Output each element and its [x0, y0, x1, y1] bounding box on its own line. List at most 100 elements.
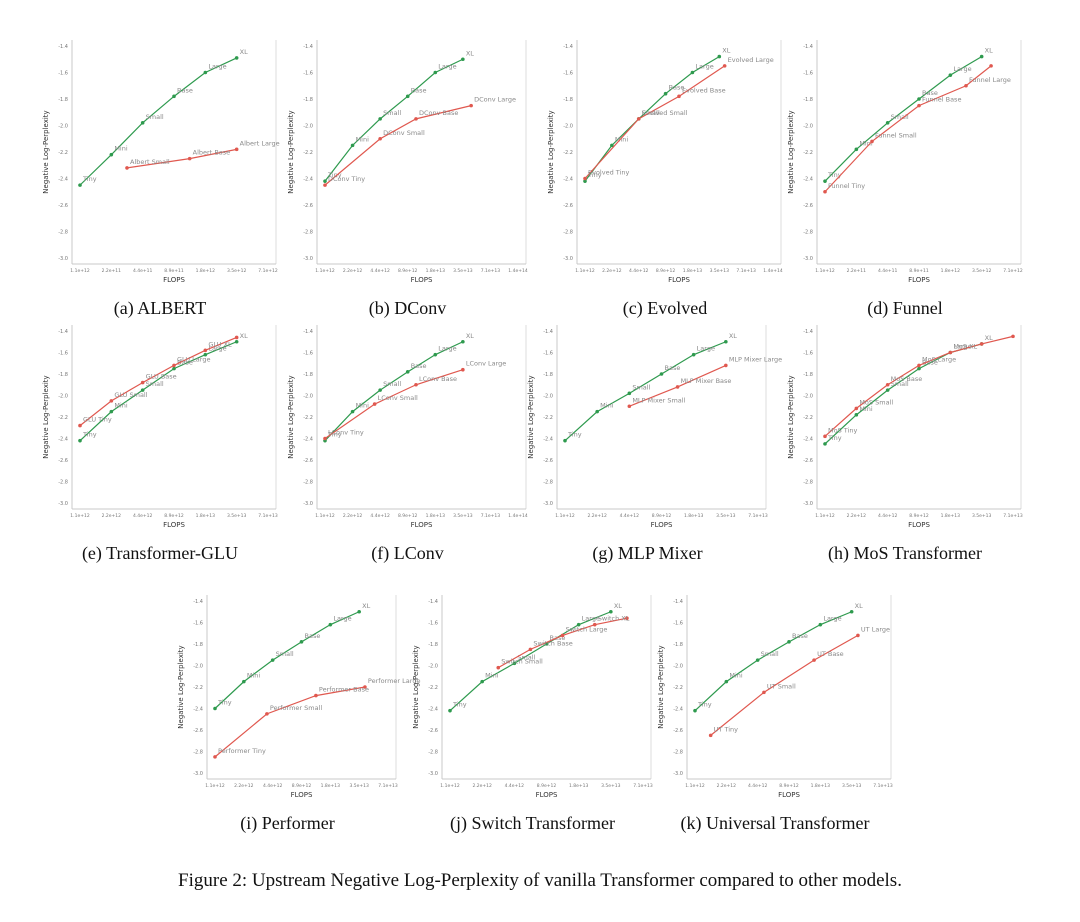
x-tick-label: 1.1e+12	[205, 783, 225, 789]
point-label: Mini	[247, 672, 261, 680]
subfigure-caption: (j) Switch Transformer	[450, 813, 615, 833]
y-tick-label: -1.8	[803, 97, 813, 103]
x-tick-label: 1.8e+13	[811, 783, 831, 789]
subfigure-caption: (i) Performer	[240, 813, 335, 833]
y-tick-label: -2.0	[303, 124, 313, 130]
y-tick-label: -2.8	[193, 750, 203, 756]
data-point-baseline	[405, 94, 410, 99]
point-label: Base	[792, 632, 808, 640]
data-point-baseline	[328, 622, 333, 627]
y-tick-label: -1.6	[543, 351, 553, 357]
point-label: Small	[517, 653, 535, 661]
y-tick-label: -2.8	[803, 230, 813, 236]
data-point-other	[213, 755, 217, 759]
chart-panel-lconv: -1.4 -1.6 -1.8 -2.0 -2.2 -2.4 -2.6 -2.8 -3.0 1.1e…	[275, 315, 540, 575]
data-point-other	[989, 64, 993, 68]
data-point-other	[627, 404, 632, 409]
y-tick-label: -2.0	[428, 664, 438, 670]
point-label: DConv Tiny	[328, 175, 365, 183]
point-label: XL	[240, 48, 248, 56]
series-line-other	[584, 65, 725, 179]
y-tick-label: -3.0	[193, 771, 203, 777]
data-point-baseline	[461, 57, 465, 62]
point-label: UT Large	[861, 625, 890, 633]
series-line-baseline	[449, 611, 612, 712]
x-tick-label: 2.2e+12	[343, 513, 363, 519]
chart-svg: -1.4 -1.6 -1.8 -2.0 -2.2 -2.4 -2.6 -2.8 -3.01.1e…	[547, 40, 783, 284]
point-label: Switch Large	[566, 625, 608, 633]
y-tick-label: -1.4	[543, 329, 553, 335]
point-label: MLP Mixer Large	[729, 355, 782, 363]
point-label: GLU Base	[146, 373, 177, 381]
data-point-other	[675, 385, 680, 389]
point-label: DConv Small	[383, 129, 425, 137]
point-label: Large	[823, 615, 841, 623]
data-point-other	[461, 367, 465, 372]
y-tick-label: -1.6	[803, 71, 813, 77]
series-line-other	[824, 335, 1014, 437]
point-label: Tiny	[567, 431, 582, 439]
x-tick-label: 8.9e+12	[292, 783, 312, 789]
data-point-other	[722, 64, 727, 68]
x-tick-label: 1.8e+12	[941, 268, 961, 274]
x-tick-label: 7.1e+13	[736, 268, 756, 274]
data-point-baseline	[109, 152, 114, 157]
point-label: Tiny	[217, 699, 232, 707]
x-tick-label: 7.1e+13	[378, 783, 398, 789]
y-axis-label: Negative Log-Perplexity	[42, 110, 50, 193]
y-tick-label: -1.4	[58, 44, 68, 50]
data-point-baseline	[885, 388, 890, 392]
x-tick-label: 4.4e+12	[878, 513, 898, 519]
chart-panel-switch-transformer: -1.4 -1.6 -1.8 -2.0 -2.2 -2.4 -2.6 -2.8 -3.0 1.1e…	[400, 585, 665, 845]
y-tick-label: -2.6	[673, 728, 683, 734]
point-label: XL	[362, 602, 370, 610]
y-tick-label: -2.2	[803, 150, 813, 156]
y-tick-label: -3.0	[58, 501, 68, 507]
data-point-other	[917, 103, 921, 108]
point-label: Tiny	[327, 431, 342, 439]
data-point-baseline	[172, 94, 176, 99]
y-tick-label: -2.4	[673, 707, 683, 713]
y-tick-label: -3.0	[673, 771, 683, 777]
x-tick-label: 1.8e+13	[683, 268, 703, 274]
point-label: Small	[383, 380, 401, 388]
y-tick-label: -2.6	[543, 458, 553, 464]
data-point-baseline	[78, 438, 82, 443]
data-point-other	[469, 103, 473, 108]
point-label: MoS Small	[859, 398, 893, 406]
x-tick-label: 7.1e+13	[481, 513, 501, 519]
x-tick-label: 4.4e+12	[505, 783, 525, 789]
data-point-baseline	[323, 179, 327, 183]
data-point-baseline	[242, 679, 246, 684]
x-axis-label: FLOPS	[536, 791, 558, 799]
point-label: Base	[922, 89, 938, 97]
point-label: Performer Small	[270, 704, 322, 712]
y-tick-label: -1.4	[303, 44, 313, 50]
y-tick-label: -2.0	[303, 394, 313, 400]
x-tick-label: 8.9e+12	[398, 268, 418, 274]
data-point-other	[372, 402, 377, 406]
data-point-baseline	[610, 143, 614, 148]
point-label: Small	[146, 113, 164, 121]
x-tick-label: 7.1e+13	[481, 268, 501, 274]
series-line-other	[324, 369, 464, 439]
data-point-baseline	[854, 413, 859, 417]
point-label: Small	[761, 650, 779, 658]
point-label: Base	[305, 632, 321, 640]
subfigure-caption: (c) Evolved	[622, 298, 708, 318]
point-label: Large	[695, 63, 713, 71]
y-tick-label: -1.6	[303, 351, 313, 357]
y-tick-label: -1.6	[303, 71, 313, 77]
x-tick-label: 1.8e+13	[426, 268, 446, 274]
y-tick-label: -2.8	[563, 230, 573, 236]
y-tick-label: -3.0	[428, 771, 438, 777]
data-point-baseline	[818, 622, 823, 627]
data-point-baseline	[234, 339, 239, 344]
y-tick-label: -2.0	[543, 394, 553, 400]
chart-panel-performer: -1.4 -1.6 -1.8 -2.0 -2.2 -2.4 -2.6 -2.8 -3.0 1.1e…	[165, 585, 420, 845]
data-point-baseline	[480, 679, 484, 684]
data-point-baseline	[724, 679, 729, 684]
point-label: LConv Large	[466, 360, 506, 368]
x-tick-label: 2.2e+11	[102, 268, 122, 274]
x-tick-label: 1.1e+12	[575, 268, 595, 274]
